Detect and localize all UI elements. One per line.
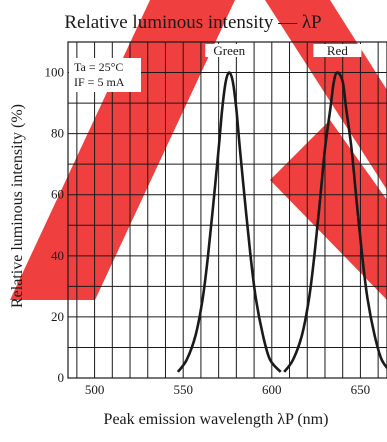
chart-title: Relative luminous intensity — λP — [64, 12, 321, 33]
y-tick-label: 40 — [51, 248, 64, 263]
y-tick-label: 0 — [58, 370, 65, 385]
axes-labels: 500 550 600 650 0 20 40 60 80 100 — [45, 65, 371, 397]
series-label-background — [313, 44, 362, 57]
y-tick-label: 20 — [51, 309, 64, 324]
series-label-background — [205, 44, 254, 57]
series-label-red: Red — [327, 43, 348, 58]
plot-frame — [67, 41, 387, 379]
series-line-green — [176, 71, 282, 373]
watermark-stroke — [10, 0, 235, 300]
conditions-legend: Ta = 25°C IF = 5 mA — [69, 58, 141, 92]
condition-ambient-temperature: Ta = 25°C — [74, 60, 123, 74]
series-line-red — [283, 71, 387, 373]
y-tick-label: 60 — [51, 187, 64, 202]
x-tick-label: 650 — [351, 382, 371, 397]
x-axis-label: Peak emission wavelength λP (nm) — [104, 411, 329, 428]
series-group: Green Red — [176, 43, 387, 373]
watermark-stroke — [270, 120, 387, 300]
y-tick-label: 100 — [45, 65, 65, 80]
x-tick-label: 550 — [173, 382, 193, 397]
conditions-background — [69, 58, 141, 92]
condition-forward-current: IF = 5 mA — [74, 75, 125, 89]
x-tick-label: 500 — [85, 382, 105, 397]
y-axis-label: Relative luminous intensity (%) — [9, 104, 26, 308]
y-tick-label: 80 — [51, 126, 64, 141]
x-tick-label: 600 — [262, 382, 282, 397]
grid — [68, 41, 387, 378]
series-label-green: Green — [213, 43, 245, 58]
